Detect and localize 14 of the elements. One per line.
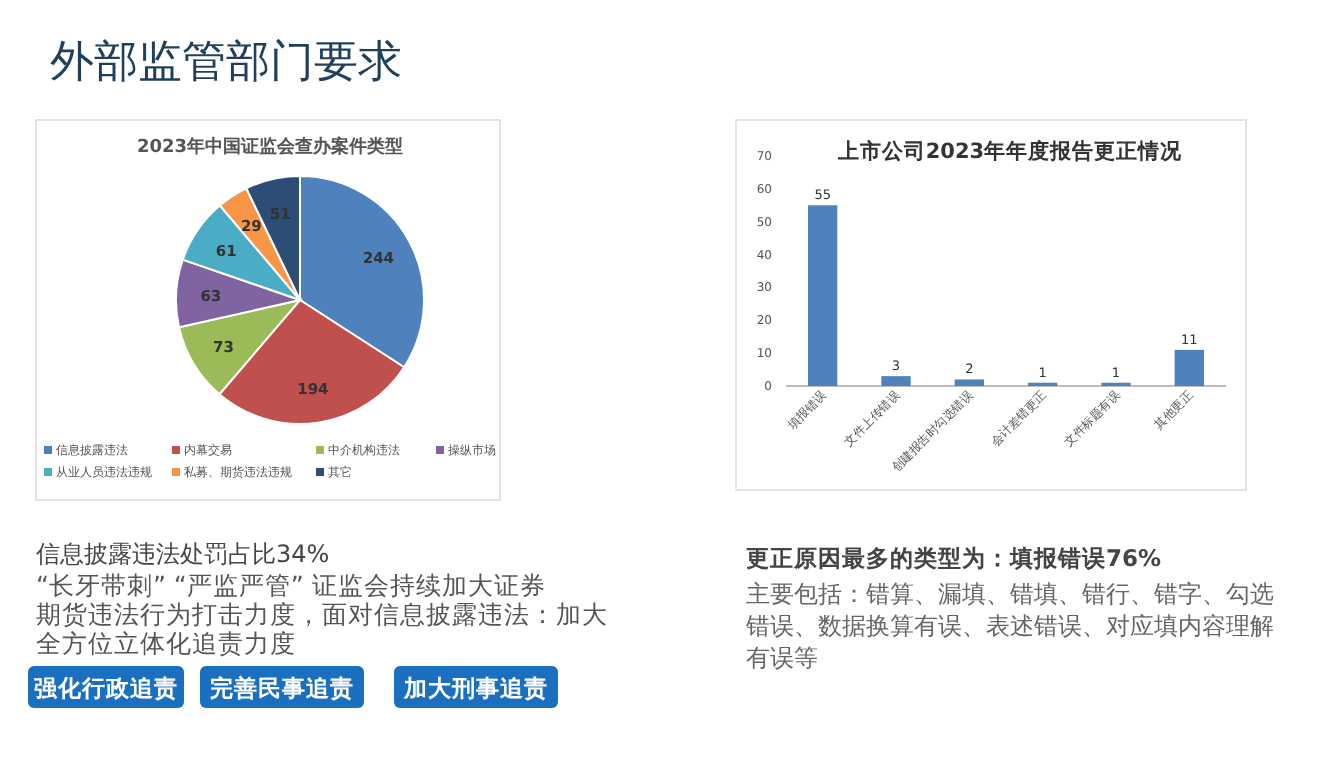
chart-title: 2023年中国证监会查办案件类型: [136, 136, 404, 158]
text: “长牙带刺” “严监严管” 证监会持续加大证券期货违法行为打击力度，面对信息披露违法：加大全方位立体化追责力度: [36, 570, 608, 658]
bar: [954, 379, 984, 386]
button: 完善民事追责: [200, 666, 364, 708]
bar: [808, 205, 838, 386]
text: 外部监管部门要求: [50, 38, 402, 88]
text: 信息披露违法处罚占比34%: [36, 540, 330, 568]
button: 强化行政追责: [28, 666, 184, 708]
bar: [1174, 349, 1204, 386]
text: 主要包括：错算、漏填、错填、错行、错字、勾选错误、数据换算有误、表述错误、对应填内容理解有误等: [744, 580, 1274, 672]
text: 更正原因最多的类型为：填报错误76%: [746, 544, 1163, 572]
bar: [881, 376, 911, 386]
button: 加大刑事追责: [394, 666, 558, 708]
chart-title: 上市公司2023年年度报告更正情况: [835, 138, 1185, 164]
